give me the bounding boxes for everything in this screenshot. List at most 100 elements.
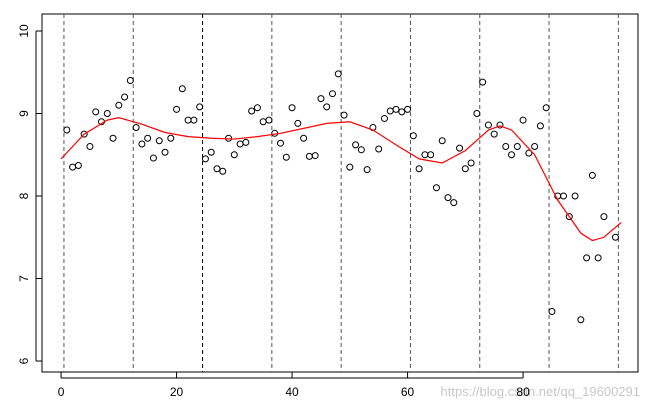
point — [380, 114, 388, 122]
x-tick-label: 0 — [58, 385, 65, 399]
point — [207, 148, 215, 156]
point — [259, 118, 267, 126]
point — [496, 121, 504, 129]
point — [109, 134, 117, 142]
point — [490, 130, 498, 138]
point — [230, 151, 238, 159]
point — [548, 308, 556, 316]
point — [484, 121, 492, 129]
point — [583, 254, 591, 262]
point — [450, 199, 458, 207]
point — [132, 124, 140, 132]
point — [340, 111, 348, 119]
x-tick-label: 40 — [285, 385, 299, 399]
point — [74, 161, 82, 169]
point — [398, 108, 406, 116]
point — [294, 119, 302, 127]
point — [242, 138, 250, 146]
point — [421, 151, 429, 159]
point — [357, 146, 365, 154]
x-tick-label: 20 — [170, 385, 184, 399]
point — [305, 152, 313, 160]
point — [415, 165, 423, 173]
point — [571, 192, 579, 200]
point — [461, 165, 469, 173]
point — [190, 116, 198, 124]
point — [138, 140, 146, 148]
point — [201, 155, 209, 163]
point — [432, 184, 440, 192]
point — [479, 78, 487, 86]
point — [363, 166, 371, 174]
point — [386, 107, 394, 115]
smooth-line — [60, 117, 622, 242]
point — [317, 95, 325, 103]
point — [334, 70, 342, 78]
point — [323, 103, 331, 111]
point — [253, 104, 261, 112]
point — [444, 194, 452, 202]
point — [328, 90, 336, 98]
point — [560, 192, 567, 200]
point — [404, 105, 412, 113]
point — [288, 104, 296, 112]
y-tick-label: 7 — [17, 275, 31, 282]
point — [196, 103, 204, 111]
point — [115, 101, 123, 109]
point — [502, 143, 510, 151]
point — [184, 116, 192, 124]
point — [149, 154, 157, 162]
point — [346, 163, 354, 171]
y-tick-label: 10 — [17, 24, 31, 38]
point — [178, 85, 186, 93]
point — [63, 126, 71, 134]
point — [352, 141, 360, 149]
point — [80, 130, 88, 138]
x-tick-label: 80 — [516, 385, 530, 399]
y-tick-label: 6 — [17, 357, 31, 364]
point — [236, 140, 244, 148]
point — [409, 132, 417, 140]
point — [155, 137, 163, 145]
point — [611, 233, 619, 241]
point — [473, 110, 481, 118]
point — [248, 107, 256, 115]
point — [121, 93, 129, 101]
point — [456, 144, 464, 152]
watermark: https://blog.csdn.net/qq_19600291 — [441, 384, 641, 399]
point — [265, 116, 273, 124]
point — [167, 134, 175, 142]
point — [86, 143, 94, 151]
point — [600, 213, 608, 221]
point — [513, 143, 521, 151]
point — [103, 110, 111, 118]
point — [438, 137, 446, 145]
point — [392, 105, 400, 113]
point — [173, 105, 181, 113]
point — [594, 254, 602, 262]
point — [508, 151, 516, 159]
point — [311, 152, 319, 160]
y-tick-label: 9 — [17, 110, 31, 117]
point — [427, 151, 435, 159]
point — [92, 108, 100, 116]
y-tick-label: 8 — [17, 192, 31, 199]
point — [588, 171, 596, 179]
point — [531, 143, 539, 151]
point — [213, 165, 221, 173]
point — [144, 134, 152, 142]
point — [375, 145, 383, 153]
point — [467, 159, 475, 167]
point — [565, 213, 573, 221]
point — [542, 104, 550, 112]
plot-box — [41, 13, 639, 373]
point — [161, 148, 169, 156]
point — [519, 116, 527, 124]
point — [219, 167, 227, 175]
point — [282, 153, 290, 161]
x-tick-label: 60 — [401, 385, 415, 399]
point — [126, 77, 134, 85]
point — [525, 149, 533, 157]
point — [536, 122, 544, 130]
point — [277, 139, 285, 147]
